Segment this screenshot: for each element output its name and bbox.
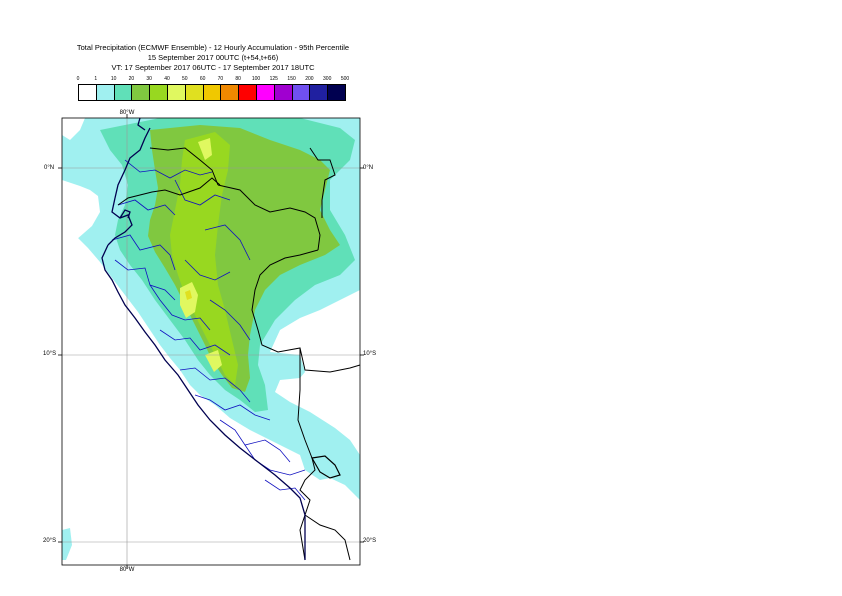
legend-threshold-label: 80 xyxy=(235,76,241,82)
legend-threshold-label: 10 xyxy=(110,76,117,82)
regional-border-6 xyxy=(159,329,231,356)
coast-peru xyxy=(101,244,306,560)
coastline xyxy=(101,117,306,560)
map-frame xyxy=(61,117,361,566)
legend-threshold-label: 20 xyxy=(128,76,135,82)
regional-border-15 xyxy=(264,479,306,501)
legend-threshold-label: 0 xyxy=(76,76,80,82)
legend-threshold-label: 60 xyxy=(199,76,206,82)
legend-threshold-label: 70 xyxy=(217,76,224,82)
legend-color-box xyxy=(327,84,346,101)
regional-border-11 xyxy=(204,224,251,261)
regional-border-3 xyxy=(111,234,176,271)
legend-threshold-label: 125 xyxy=(269,76,278,82)
regional-border-12 xyxy=(184,259,231,281)
regional-border-7 xyxy=(179,367,251,403)
map-fields xyxy=(62,118,360,565)
national-borders xyxy=(117,147,361,561)
legend-threshold-label: 200 xyxy=(305,76,314,82)
precip-band-50-60 xyxy=(185,290,192,300)
lat-label-20-right: 20°S xyxy=(363,538,377,544)
title-line-3: VT: 17 September 2017 06UTC - 17 Septemb… xyxy=(111,63,315,72)
legend-threshold-label: 30 xyxy=(146,76,152,82)
lat-label-0-left: 0°N xyxy=(44,165,55,171)
legend-threshold-label: 300 xyxy=(323,76,332,82)
border-bolivia-chile xyxy=(304,514,351,561)
regional-border-14 xyxy=(174,179,231,206)
dry-patch-west xyxy=(62,180,100,240)
lat-label-10-left: 10°S xyxy=(43,351,57,357)
regional-border-8 xyxy=(194,394,271,421)
lon-label-bottom: 80°W xyxy=(119,567,135,573)
regional-border-1 xyxy=(124,159,213,179)
legend-threshold-label: 500 xyxy=(340,76,350,82)
axis-ticks xyxy=(58,114,364,569)
title-line-2: 15 September 2017 00UTC (t+54,t+66) xyxy=(147,53,279,62)
coast-north-caribbean xyxy=(137,117,146,131)
lon-label-top: 80°W xyxy=(119,110,135,116)
coast-ecuador xyxy=(107,197,133,246)
precip-band-40-50-a xyxy=(198,138,212,160)
border-peru-bolivia xyxy=(297,348,316,561)
lat-label-20-left: 20°S xyxy=(43,538,57,544)
regional-border-10 xyxy=(244,444,306,476)
regional-border-13 xyxy=(209,299,251,341)
lat-label-0-right: 0°N xyxy=(363,165,374,171)
border-ecuador-peru xyxy=(117,177,221,206)
legend-threshold-label: 40 xyxy=(164,76,170,82)
legend-threshold-label: 150 xyxy=(287,76,296,82)
dry-patch-northwest xyxy=(62,118,85,140)
border-peru-brazil xyxy=(251,249,361,373)
regional-borders xyxy=(111,159,306,501)
precip-patch-south xyxy=(62,528,72,560)
regional-border-5 xyxy=(149,284,211,331)
lat-label-10-right: 10°S xyxy=(363,351,377,357)
border-colombia-brazil xyxy=(309,147,336,218)
legend-threshold-label: 50 xyxy=(182,76,188,82)
border-colombia-ecuador xyxy=(149,147,219,186)
graticule xyxy=(62,118,360,565)
coast-gulf-guayaquil xyxy=(119,209,131,219)
legend-threshold-label: 1 xyxy=(94,76,98,82)
legend-threshold-label: 100 xyxy=(251,76,261,82)
coast-colombia xyxy=(114,127,151,199)
precip-band-30-40 xyxy=(170,132,238,385)
precip-band-40-50-c xyxy=(205,350,222,372)
precip-band-40-50-b xyxy=(180,282,198,318)
lake-titicaca xyxy=(311,455,341,479)
border-colombia-peru xyxy=(217,184,321,251)
regional-border-4 xyxy=(114,259,176,301)
regional-border-9 xyxy=(219,419,291,463)
regional-border-2 xyxy=(117,199,176,216)
title-line-1: Total Precipitation (ECMWF Ensemble) - 1… xyxy=(76,43,350,52)
